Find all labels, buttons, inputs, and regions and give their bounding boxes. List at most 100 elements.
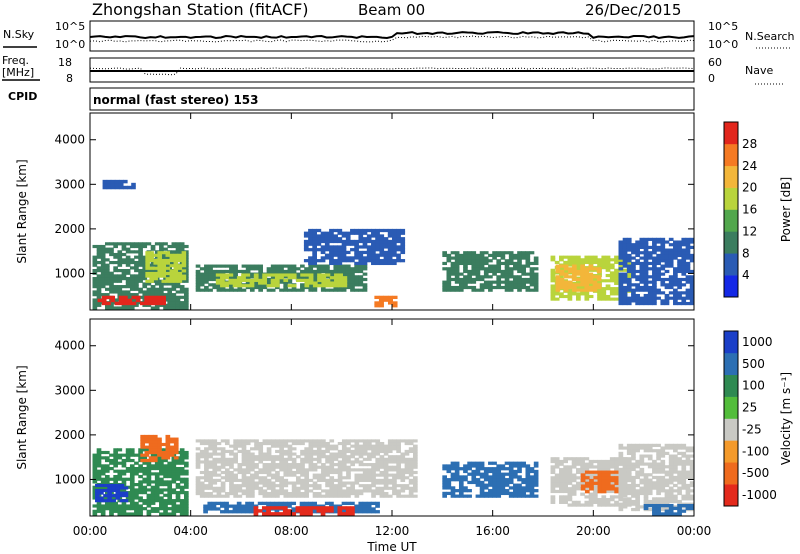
heatmap-cell [567, 289, 573, 293]
heatmap-cell [334, 284, 339, 288]
heatmap-cell [631, 502, 636, 506]
heatmap-cell [483, 261, 489, 266]
heatmap-cell [125, 512, 131, 516]
heatmap-cell [622, 475, 628, 480]
heatmap-cell [342, 278, 348, 282]
heatmap-cell [152, 445, 158, 449]
heatmap-cell [173, 279, 179, 283]
heatmap-cell [463, 251, 468, 255]
heatmap-cell [199, 267, 205, 271]
heatmap-cell [229, 476, 234, 480]
heatmap-cell [220, 470, 226, 475]
heatmap-cell [165, 279, 171, 283]
heatmap-cell [287, 473, 293, 477]
heatmap-cell [584, 495, 590, 499]
heatmap-cell [396, 444, 401, 448]
heatmap-cell [287, 288, 293, 292]
heatmap-cell [113, 458, 118, 463]
heatmap-cell [358, 280, 364, 284]
heatmap-cell [337, 484, 343, 488]
heatmap-cell [261, 501, 267, 506]
heatmap-cell [275, 439, 280, 443]
heatmap-cell [643, 280, 649, 284]
heatmap-cell [618, 256, 624, 260]
heatmap-cell [131, 295, 137, 300]
heatmap-cell [316, 509, 322, 513]
heatmap-cell [161, 269, 166, 273]
heatmap-cell [320, 259, 326, 263]
heatmap-cell [622, 491, 628, 496]
heatmap-cell [212, 473, 218, 477]
heatmap-cell [275, 470, 280, 475]
heatmap-cell [492, 494, 497, 498]
heatmap-cell [195, 447, 201, 451]
heatmap-cell [300, 283, 305, 287]
heatmap-cell [341, 512, 347, 516]
heatmap-cell [631, 494, 636, 498]
heatmap-cell [134, 512, 139, 516]
heatmap-cell [134, 493, 139, 497]
heatmap-cell [366, 248, 372, 252]
heatmap-cell [312, 277, 318, 282]
heatmap-cell [129, 472, 135, 476]
heatmap-cell [596, 275, 602, 279]
heatmap-cell [262, 455, 268, 459]
heatmap-cell [163, 303, 168, 307]
heatmap-cell [500, 261, 506, 266]
heatmap-cell [123, 301, 128, 306]
heatmap-cell [157, 448, 162, 452]
heatmap-cell [346, 439, 351, 443]
heatmap-cell [304, 478, 310, 482]
heatmap-cell [241, 478, 247, 482]
heatmap-cell [525, 277, 531, 282]
heatmap-cell [664, 240, 670, 244]
heatmap-cell [275, 489, 280, 493]
heatmap-cell [266, 473, 272, 477]
heatmap-cell [337, 489, 343, 493]
heatmap-cell [631, 443, 636, 447]
heatmap-cell [204, 439, 209, 443]
heatmap-cell [387, 248, 393, 252]
heatmap-cell [341, 231, 347, 235]
heatmap-cell [458, 285, 464, 290]
heatmap-cell [138, 279, 143, 283]
heatmap-cell [525, 288, 531, 292]
heatmap-cell [677, 459, 682, 464]
heatmap-cell [589, 481, 594, 485]
heatmap-cell [142, 466, 148, 471]
heatmap-cell [177, 271, 183, 276]
heatmap-cell [145, 266, 150, 270]
heatmap-cell [618, 451, 624, 455]
heatmap-cell [279, 447, 284, 451]
heatmap-cell [333, 259, 338, 263]
heatmap-cell [245, 501, 250, 506]
heatmap-cell [208, 283, 213, 287]
heatmap-cell [563, 294, 569, 299]
heatmap-cell [316, 457, 322, 461]
heatmap-cell [236, 281, 242, 285]
heatmap-cell [208, 470, 213, 475]
heatmap-cell [183, 252, 189, 257]
heatmap-cell [475, 480, 481, 485]
heatmap-cell [195, 452, 201, 456]
heatmap-cell [387, 261, 393, 266]
heatmap-cell [308, 234, 313, 238]
heatmap-cell [266, 280, 272, 284]
heatmap-cell [161, 279, 166, 283]
heatmap-cell [605, 468, 611, 472]
heatmap-cell [350, 460, 355, 464]
heatmap-cell [100, 477, 106, 481]
heatmap-cell [387, 449, 393, 454]
heatmap-cell [639, 267, 645, 271]
heatmap-cell [175, 485, 181, 489]
heatmap-cell [215, 507, 221, 511]
heatmap-cell [207, 501, 213, 506]
heatmap-cell [375, 256, 380, 260]
heatmap-cell [341, 264, 347, 268]
heatmap-cell [121, 260, 127, 265]
heatmap-cell [354, 494, 360, 498]
heatmap-cell [241, 463, 247, 467]
heatmap-cell [237, 489, 243, 493]
heatmap-cell [150, 464, 156, 468]
heatmap-cell [618, 248, 624, 252]
